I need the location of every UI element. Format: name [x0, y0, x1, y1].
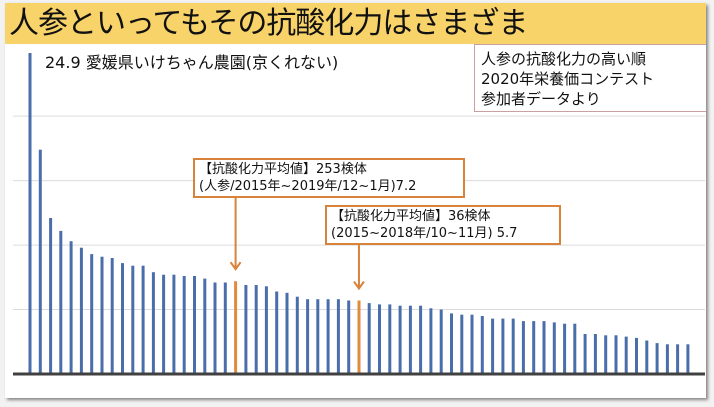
bar: [193, 276, 196, 374]
bar: [347, 300, 351, 374]
top-bar-label: 24.9 愛媛県いけちゃん農園(京くれない): [45, 53, 339, 72]
arrow-head-icon: [353, 280, 365, 291]
bar: [665, 344, 669, 374]
bar: [264, 286, 268, 374]
bar: [336, 299, 340, 374]
bar: [203, 278, 207, 374]
bar: [38, 149, 42, 374]
bar: [655, 343, 659, 374]
bar: [306, 299, 310, 374]
legend-box: 人参の抗酸化力の高い順 2020年栄養価コンテスト 参加者データより: [474, 44, 706, 112]
bar: [470, 314, 474, 374]
bar: [172, 274, 176, 374]
highlight-bar: [234, 281, 238, 374]
bar: [326, 299, 330, 374]
bar: [532, 321, 536, 374]
bar: [59, 230, 63, 374]
callout-line: 【抗酸化力平均値】36検体: [331, 209, 491, 224]
bar: [131, 265, 135, 374]
bar: [162, 274, 166, 374]
callout-line: (2015~2018年/10~11月) 5.7: [331, 226, 518, 241]
bar: [635, 337, 638, 374]
bar: [676, 344, 680, 374]
bar: [604, 335, 608, 374]
bar: [429, 308, 433, 374]
bar: [182, 276, 186, 374]
bar: [90, 254, 94, 374]
bar: [593, 334, 597, 374]
bar: [275, 291, 279, 374]
arrow-head-icon: [229, 261, 242, 271]
bar: [285, 292, 289, 374]
bar: [573, 323, 577, 374]
title-band: 人参といってもその抗酸化力はさまざま: [5, 3, 706, 44]
bar: [254, 285, 258, 374]
slide-title: 人参といってもその抗酸化力はさまざま: [9, 6, 528, 41]
callout-line: (人参/2015年~2019年/12~1月)7.2: [199, 179, 417, 194]
bar: [614, 335, 618, 374]
bar: [28, 53, 32, 374]
legend-line: 2020年栄養価コンテスト: [481, 70, 655, 88]
bar: [480, 316, 484, 374]
bar: [552, 322, 556, 374]
bar: [521, 321, 525, 374]
bar: [398, 305, 402, 374]
bar: [501, 318, 505, 374]
callout-arrows: [229, 198, 365, 291]
bar: [419, 305, 423, 374]
bar: [624, 336, 628, 374]
bar: [378, 304, 381, 374]
bar: [151, 272, 155, 374]
bar: [460, 314, 464, 374]
bar: [645, 340, 649, 374]
bar: [110, 258, 114, 374]
legend-line: 参加者データより: [481, 90, 601, 108]
bar-chart: [13, 53, 705, 376]
bar: [583, 334, 587, 374]
bar: [49, 218, 53, 374]
bar: [367, 303, 371, 374]
bar: [100, 256, 104, 374]
bar: [316, 299, 320, 374]
callout-average-36: 【抗酸化力平均値】36検体 (2015~2018年/10~11月) 5.7: [325, 205, 561, 245]
bar: [388, 304, 392, 374]
slide: 人参といってもその抗酸化力はさまざま 24.9 愛媛県いけちゃん農園(京くれない…: [5, 3, 706, 398]
bar: [223, 282, 227, 374]
bar: [439, 309, 443, 374]
bar: [295, 296, 299, 374]
highlight-bar: [357, 300, 361, 374]
bar: [79, 247, 83, 374]
bar: [491, 318, 495, 374]
bar: [408, 305, 412, 374]
bar: [450, 313, 453, 374]
bar: [213, 282, 217, 374]
bars: [28, 53, 690, 374]
bar: [563, 323, 567, 374]
bar: [542, 321, 546, 374]
bar: [121, 263, 124, 374]
bar: [686, 344, 690, 374]
bar: [244, 285, 248, 374]
callout-average-253: 【抗酸化力平均値】253検体 (人参/2015年~2019年/12~1月)7.2: [193, 158, 465, 198]
bar: [69, 241, 73, 374]
bar: [141, 265, 145, 374]
callout-line: 【抗酸化力平均値】253検体: [199, 162, 367, 177]
bar: [511, 318, 515, 374]
legend-line: 人参の抗酸化力の高い順: [481, 50, 647, 68]
